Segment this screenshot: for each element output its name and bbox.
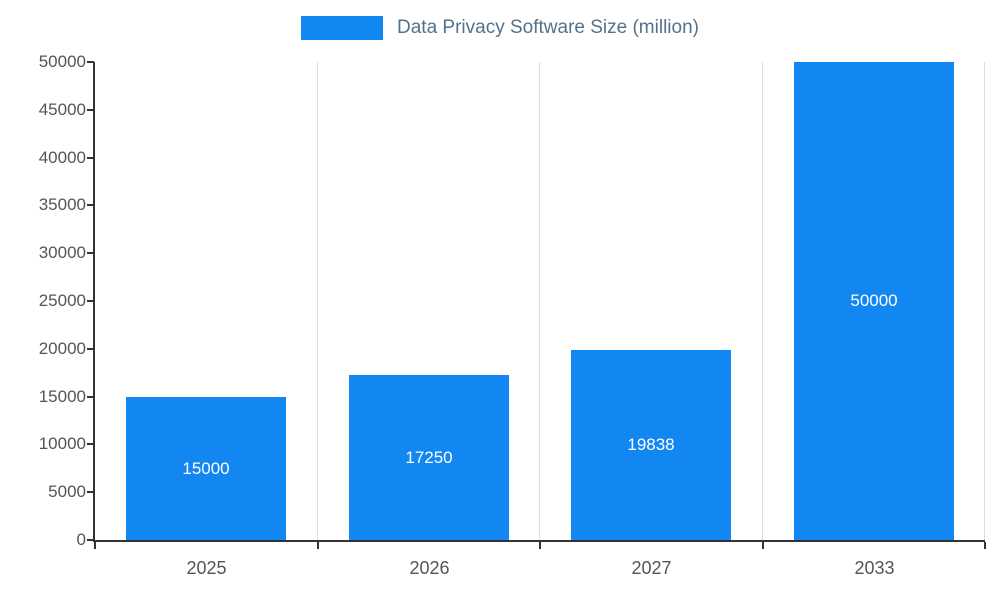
bar-2026 [349, 375, 509, 540]
y-axis-tick-label: 25000 [38, 291, 86, 310]
y-axis-tick-mark [87, 252, 94, 254]
bar-2027 [571, 350, 731, 540]
y-axis-tick-label: 10000 [38, 434, 86, 453]
vertical-gridline [539, 62, 540, 540]
y-axis-line [93, 62, 95, 542]
y-axis-tick-label: 45000 [38, 100, 86, 119]
x-axis-category-label: 2027 [631, 558, 672, 578]
bar-2025 [126, 397, 286, 540]
bar-value-label: 17250 [405, 448, 453, 467]
y-axis-tick-mark [87, 157, 94, 159]
plot-area: 15000 17250 19838 50000 [95, 62, 985, 540]
y-axis-tick-mark [87, 443, 94, 445]
x-axis-tick-mark [317, 542, 319, 549]
y-axis-tick-mark [87, 300, 94, 302]
vertical-gridline [984, 62, 985, 540]
bar-value-label: 19838 [627, 435, 675, 454]
y-axis-tick-mark [87, 396, 94, 398]
y-axis-tick-label: 30000 [38, 243, 86, 262]
legend-swatch[interactable] [301, 16, 383, 40]
vertical-gridline [762, 62, 763, 540]
y-axis-tick-label: 40000 [38, 148, 86, 167]
y-axis-tick-mark [87, 61, 94, 63]
x-axis-category-label: 2033 [854, 558, 895, 578]
y-axis-tick-mark [87, 109, 94, 111]
y-axis-tick-label: 0 [76, 530, 86, 549]
bar-value-label: 15000 [182, 459, 230, 478]
y-axis-tick-mark [87, 204, 94, 206]
x-axis-tick-mark [984, 542, 986, 549]
x-axis-tick-mark [539, 542, 541, 549]
y-axis-tick-mark [87, 491, 94, 493]
x-axis-tick-mark [94, 542, 96, 549]
chart-legend[interactable]: Data Privacy Software Size (million) [0, 16, 1000, 40]
x-axis-category-label: 2025 [186, 558, 227, 578]
x-axis-category-label: 2026 [409, 558, 450, 578]
bar-2033 [794, 62, 954, 540]
y-axis-tick-label: 5000 [48, 482, 86, 501]
x-axis-line [93, 540, 985, 542]
y-axis-tick-label: 50000 [38, 52, 86, 71]
y-axis-tick-mark [87, 348, 94, 350]
y-axis-tick-label: 35000 [38, 195, 86, 214]
y-axis-tick-label: 20000 [38, 339, 86, 358]
bar-value-label: 50000 [850, 291, 898, 310]
y-axis-tick-label: 15000 [38, 387, 86, 406]
y-axis-tick-mark [87, 539, 94, 541]
x-axis-tick-mark [762, 542, 764, 549]
chart-title[interactable]: Data Privacy Software Size (million) [397, 17, 699, 38]
vertical-gridline [317, 62, 318, 540]
